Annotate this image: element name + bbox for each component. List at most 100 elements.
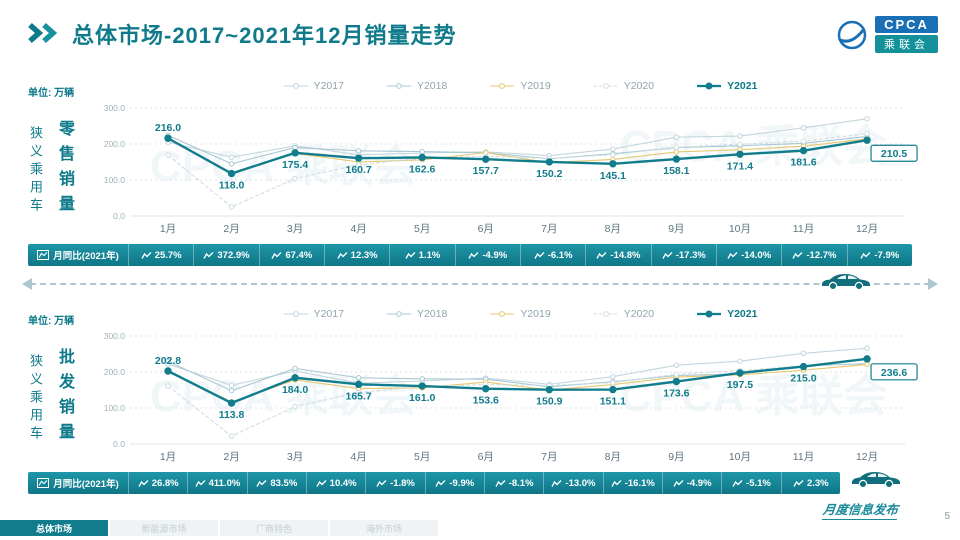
trend-zigzag-icon	[337, 251, 348, 259]
car-icon	[852, 472, 900, 489]
yoy-value-cell: -9.9%	[424, 472, 484, 494]
monthly-release-label: 月度信息发布	[821, 499, 900, 520]
x-tick-label: 9月	[668, 451, 684, 463]
series-Y2017	[165, 345, 870, 389]
legend-label: Y2018	[416, 80, 448, 92]
x-tick-label: 2月	[223, 223, 239, 235]
trend-zigzag-icon	[316, 479, 327, 487]
trend-zigzag-icon	[435, 479, 446, 487]
data-label: 216.0	[155, 122, 181, 134]
data-label: 113.8	[219, 409, 245, 421]
yoy-value-cell: -14.0%	[715, 244, 781, 266]
trend-zigzag-icon	[860, 251, 871, 259]
page-title: 总体市场-2017~2021年12月销量走势	[72, 23, 457, 48]
footer-nav-tabs: 总体市场 新能源市场 厂商特色 海外市场	[0, 520, 438, 536]
data-label: 162.6	[409, 163, 435, 175]
mini-chart-icon	[37, 250, 50, 260]
x-tick-label: 8月	[605, 451, 621, 463]
legend-marker-icon	[283, 311, 308, 317]
yoy-value-cell: 12.3%	[323, 244, 389, 266]
series-Y2021: 202.8 113.8 184.0 165.7 161.0 153.6 150.9 151.1…	[155, 355, 918, 421]
x-tick-label: 11月	[793, 223, 814, 235]
legend-label: Y2019	[520, 308, 551, 320]
legend-item-y2020[interactable]: Y2020	[593, 80, 654, 92]
yoy-value-cell: -7.9%	[846, 244, 912, 266]
legend-label: Y2020	[623, 308, 655, 320]
legend-item-y2017[interactable]: Y2017	[283, 80, 344, 92]
legend-item-y2019[interactable]: Y2019	[489, 308, 551, 320]
trend-zigzag-icon	[376, 479, 387, 487]
data-label: 145.1	[600, 170, 626, 182]
yoy-value-cell: 2.3%	[780, 472, 840, 494]
legend-marker-icon	[697, 310, 722, 318]
yoy-value-cell: -1.8%	[365, 472, 424, 494]
tab-oem-feature[interactable]: 厂商特色	[220, 520, 328, 536]
data-label: 197.5	[727, 379, 753, 391]
tab-nev-market[interactable]: 新能源市场	[110, 520, 218, 536]
x-tick-label: 4月	[350, 223, 366, 235]
yoy-strip-label: 月同比(2021年)	[28, 244, 128, 266]
y-tick-label: 0.0	[113, 211, 125, 221]
data-label: 150.9	[536, 396, 562, 408]
legend-item-y2019[interactable]: Y2019	[489, 80, 551, 92]
trend-zigzag-icon	[141, 251, 152, 259]
tab-overseas-market[interactable]: 海外市场	[330, 520, 438, 536]
legend-marker-icon	[490, 311, 515, 317]
unit-label: 单位: 万辆	[28, 88, 75, 99]
x-tick-label: 5月	[414, 223, 430, 235]
trend-zigzag-icon	[138, 479, 149, 487]
legend-item-y2020[interactable]: Y2020	[593, 308, 654, 320]
x-tick-label: 3月	[287, 451, 303, 463]
series-Y2021: 216.0 118.0 175.4 160.7 162.6 157.7 150.2 145.1…	[155, 122, 918, 192]
y-tick-label: 300.0	[104, 103, 126, 113]
retail-chart-section: 单位: 万辆 狭义乘用车 零售销量 Y2017 Y2018 Y2019 Y2020 Y2…	[0, 68, 960, 280]
trend-zigzag-icon	[256, 479, 267, 487]
y-tick-label: 100.0	[104, 175, 126, 185]
x-tick-label: 7月	[541, 223, 557, 235]
x-tick-label: 10月	[729, 451, 751, 463]
legend-label: Y2017	[313, 308, 344, 320]
car-icon	[822, 274, 870, 291]
yoy-value-cell: 372.9%	[193, 244, 258, 266]
yoy-value-cell: 10.4%	[305, 472, 365, 494]
legend-item-y2017[interactable]: Y2017	[283, 308, 344, 320]
data-label: 215.0	[790, 373, 816, 385]
data-label: 157.7	[473, 165, 499, 177]
cpca-chinese-name: 乘联会	[875, 35, 938, 53]
data-label: 150.2	[536, 168, 562, 180]
data-label: 165.7	[346, 390, 372, 402]
trend-zigzag-icon	[195, 479, 206, 487]
legend-marker-icon	[593, 83, 618, 89]
measure-vertical-label: 零售销量	[56, 120, 73, 220]
legend-item-y2018[interactable]: Y2018	[386, 80, 447, 92]
trend-zigzag-icon	[596, 251, 607, 259]
data-label: 202.8	[155, 355, 181, 367]
yoy-value-cell: 67.4%	[258, 244, 324, 266]
trend-zigzag-icon	[495, 479, 506, 487]
chart-legend: Y2017 Y2018 Y2019 Y2020 Y2021	[120, 308, 920, 320]
tab-overall-market[interactable]: 总体市场	[0, 520, 108, 536]
legend-item-y2018[interactable]: Y2018	[386, 308, 447, 320]
december-value-box	[870, 363, 918, 381]
series-Y2020	[165, 355, 870, 439]
legend-label: Y2018	[416, 308, 448, 320]
measure-vertical-label: 批发销量	[56, 348, 73, 448]
yoy-strip: 月同比(2021年) 26.8% 411.0% 83.5% 10.4% -1.8% -9.9…	[28, 472, 840, 494]
yoy-strip: 月同比(2021年) 25.7% 372.9% 67.4% 12.3% 1.1% -4.9%…	[28, 244, 912, 266]
x-tick-label: 6月	[478, 451, 494, 463]
y-tick-label: 200.0	[104, 367, 126, 377]
yoy-value-cell: 83.5%	[246, 472, 306, 494]
legend-item-y2021[interactable]: Y2021	[696, 80, 757, 92]
x-tick-label: 5月	[414, 451, 430, 463]
cpca-acronym: CPCA	[875, 16, 938, 33]
legend-item-y2021[interactable]: Y2021	[696, 308, 757, 320]
title-chevrons-icon	[26, 22, 68, 44]
yoy-value-cell: -4.9%	[454, 244, 520, 266]
car-icon-wrap	[820, 270, 872, 292]
data-label: 184.0	[282, 384, 308, 396]
trend-zigzag-icon	[468, 251, 479, 259]
y-tick-label: 200.0	[104, 139, 126, 149]
cpca-emblem-icon	[835, 18, 869, 52]
category-vertical-label: 狭义乘用车	[28, 126, 43, 216]
data-label: 173.6	[663, 388, 689, 400]
